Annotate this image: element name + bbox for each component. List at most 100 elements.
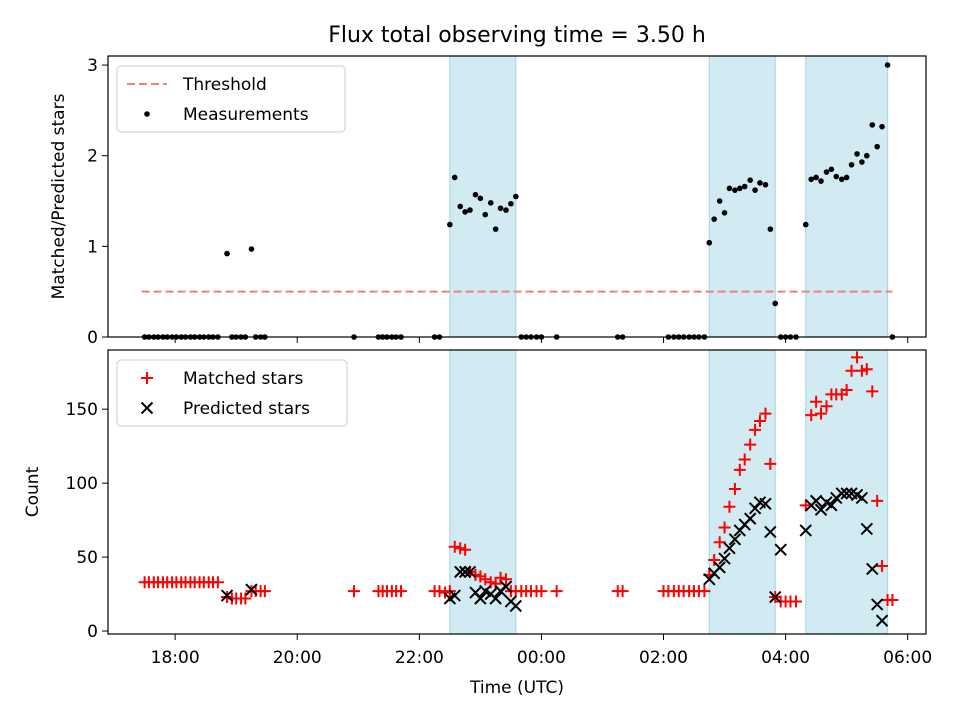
panel-top: 0 1 2 3 Matched/Predicted stars Threshold Meas…	[49, 55, 927, 348]
matched-star-point	[535, 585, 548, 598]
matched-star-point	[713, 536, 726, 549]
matched-star-point	[866, 385, 879, 398]
y-tick-label: 0	[87, 328, 98, 348]
predicted-star-point	[448, 589, 461, 602]
predicted-star-point	[825, 499, 838, 512]
legend: Matched stars Predicted stars	[116, 359, 348, 427]
matched-star-point	[348, 585, 361, 598]
matched-star-point	[744, 438, 757, 451]
measurement-point	[747, 177, 753, 183]
predicted-star-point	[718, 552, 731, 565]
measurement-point	[869, 122, 876, 128]
measurement-point	[813, 174, 819, 181]
y-axis-label: Matched/Predicted stars	[49, 93, 69, 299]
x-axis-label: Time (UTC)	[469, 678, 564, 698]
legend-box	[116, 65, 346, 133]
matched-star-point	[810, 395, 823, 408]
measurement-point	[752, 187, 758, 193]
measurement-point	[492, 226, 499, 232]
matched-star-point	[840, 383, 853, 396]
predicted-star-point	[463, 565, 477, 579]
y-tick-label: 100	[66, 474, 98, 494]
measurement-point	[721, 210, 728, 216]
measurement-point	[711, 216, 717, 222]
predicted-star-point	[769, 590, 782, 604]
matched-star-point	[886, 593, 899, 606]
matched-star-point	[718, 521, 731, 534]
predicted-star-point	[860, 522, 873, 536]
matched-star-point	[738, 453, 751, 466]
matched-star-point	[258, 585, 271, 598]
predicted-star-point	[799, 524, 812, 537]
matched-star-point	[723, 500, 736, 513]
measurement-point	[512, 193, 519, 200]
predicted-star-point	[870, 598, 884, 611]
matched-star-point	[759, 407, 772, 420]
y-tick-label: 3	[87, 56, 98, 76]
shaded-interval-3	[805, 349, 889, 635]
matched-star-point	[749, 423, 762, 436]
y-tick-label: 2	[87, 147, 98, 167]
measurement-point	[737, 185, 743, 192]
predicted-star-point	[474, 592, 487, 605]
matched-star-point	[789, 595, 802, 608]
measurement-point	[451, 174, 458, 181]
measurement-point	[767, 226, 774, 232]
predicted-star-point	[835, 487, 848, 500]
measurement-point	[508, 200, 514, 207]
x-tick-label: 22:00	[395, 648, 444, 668]
matched-star-point	[500, 573, 513, 586]
measurement-point	[447, 221, 453, 228]
x-tick-label: 06:00	[883, 648, 932, 668]
legend-label: Predicted stars	[183, 399, 310, 419]
measurement-point	[874, 143, 880, 150]
measurement-point	[802, 221, 809, 228]
x-tick-label: 00:00	[517, 648, 566, 668]
legend-swatch-measurements	[144, 111, 150, 117]
measurement-point	[838, 176, 845, 183]
matched-star-point	[799, 499, 812, 512]
matched-star-point	[459, 543, 472, 556]
predicted-star-point	[743, 512, 757, 525]
y-tick-label: 1	[87, 237, 98, 257]
shaded-interval-3	[805, 55, 889, 338]
y-tick-label: 0	[87, 622, 98, 642]
predicted-star-point	[713, 561, 726, 574]
measurement-point	[726, 185, 733, 192]
predicted-star-point	[509, 599, 522, 613]
measurement-point	[497, 205, 504, 212]
matched-star-point	[550, 585, 563, 598]
shaded-interval-2	[708, 55, 776, 338]
predicted-star-point	[499, 580, 513, 593]
y-tick-label: 150	[66, 400, 98, 420]
measurement-point	[477, 195, 484, 202]
series-matched-stars	[138, 351, 899, 608]
matched-star-point	[698, 585, 711, 598]
measurement-point	[741, 183, 748, 190]
legend-label: Matched stars	[183, 369, 303, 389]
measurement-point	[487, 200, 494, 206]
shaded-interval-1	[449, 55, 517, 338]
x-tick-label: 04:00	[761, 648, 810, 668]
predicted-star-point	[489, 592, 502, 605]
predicted-star-point	[728, 533, 742, 546]
predicted-star-point	[774, 543, 787, 556]
matched-star-point	[845, 364, 858, 377]
matched-star-point	[616, 585, 629, 598]
matched-star-point	[764, 457, 777, 470]
matched-star-point	[395, 585, 408, 598]
measurement-point	[879, 123, 885, 130]
measurement-point	[716, 198, 723, 204]
matched-star-point	[211, 576, 224, 589]
y-axis-label: Count	[23, 466, 43, 517]
axes-frame	[107, 349, 927, 635]
matched-star-point	[851, 351, 864, 364]
predicted-star-point	[454, 565, 467, 579]
measurement-point	[828, 166, 835, 173]
predicted-star-point	[809, 494, 823, 508]
panel-bottom: 0 50 100 150 18:00 20:00 22:00 00:00 02:00 04:00 0…	[23, 349, 932, 668]
measurement-point	[467, 207, 473, 213]
measurement-point	[848, 161, 855, 168]
predicted-star-point	[723, 542, 736, 555]
axes-frame	[107, 55, 927, 338]
